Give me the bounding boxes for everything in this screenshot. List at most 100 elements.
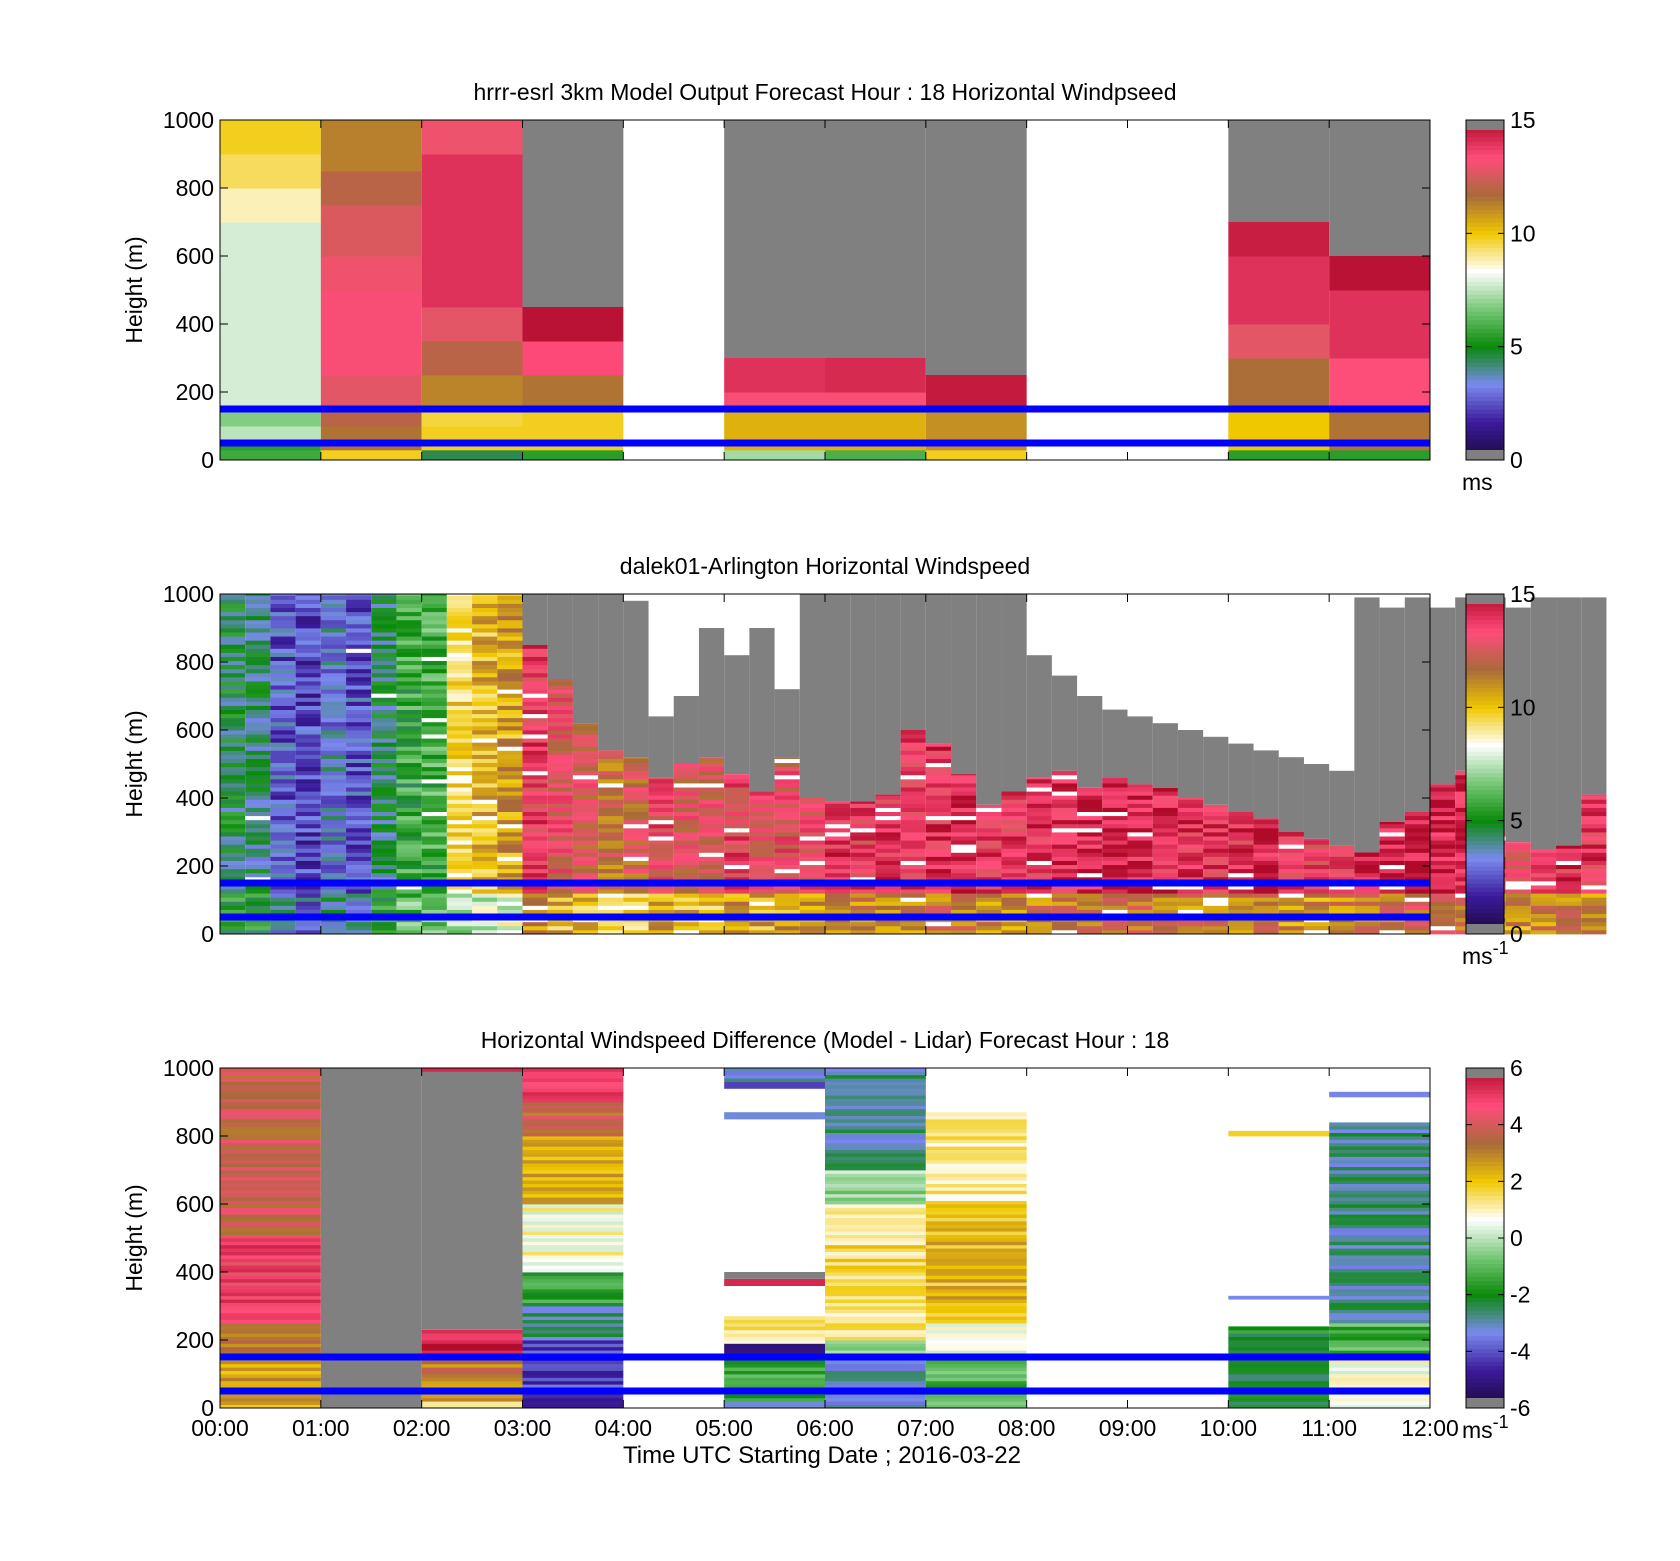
heatmap-cell — [346, 628, 372, 633]
heatmap-cell — [421, 929, 447, 935]
heatmap-cell — [522, 1132, 624, 1137]
no-data-cell — [724, 120, 825, 358]
heatmap-cell — [270, 611, 296, 617]
heatmap-cell — [421, 1346, 523, 1351]
heatmap-cell — [371, 856, 397, 861]
heatmap-cell — [371, 929, 397, 935]
colorbar-swatch — [1466, 908, 1504, 914]
heatmap-cell — [346, 730, 372, 735]
heatmap-cell — [799, 860, 825, 866]
heatmap-cell — [371, 893, 397, 898]
heatmap-cell — [1051, 897, 1078, 902]
heatmap-cell — [371, 713, 397, 719]
heatmap-cell — [522, 1193, 624, 1198]
colorbar-swatch — [1466, 704, 1504, 710]
heatmap-cell — [925, 1285, 1027, 1290]
heatmap-cell — [724, 897, 750, 902]
heatmap-cell — [320, 709, 347, 715]
heatmap-cell — [220, 1306, 321, 1310]
heatmap-cell — [1228, 856, 1254, 861]
colorbar-swatch — [1466, 1178, 1504, 1184]
heatmap-cell — [522, 1360, 624, 1365]
heatmap-cell — [522, 1377, 624, 1382]
heatmap-cell — [572, 844, 599, 849]
heatmap-cell — [346, 758, 372, 764]
heatmap-cell — [472, 672, 498, 678]
heatmap-cell — [1001, 803, 1027, 808]
heatmap-cell — [925, 1231, 1027, 1235]
heatmap-cell — [900, 921, 926, 927]
colorbar-swatch — [1466, 683, 1504, 688]
heatmap-cell — [825, 856, 851, 861]
heatmap-cell — [220, 644, 246, 649]
colorbar-swatch — [1466, 823, 1504, 829]
heatmap-cell — [698, 819, 725, 825]
heatmap-cell — [1329, 1261, 1430, 1266]
heatmap-cell — [220, 738, 246, 743]
heatmap-cell — [522, 778, 548, 784]
heatmap-cell — [220, 426, 321, 441]
heatmap-cell — [421, 750, 447, 755]
colorbar-swatch — [1466, 691, 1504, 697]
heatmap-cell — [724, 1343, 825, 1348]
heatmap-cell — [472, 827, 498, 833]
heatmap-cell — [875, 929, 901, 935]
heatmap-cell — [774, 803, 800, 808]
heatmap-cell — [295, 819, 321, 825]
heatmap-cell — [825, 1071, 926, 1076]
heatmap-cell — [497, 607, 523, 613]
colorbar-swatch — [1466, 1157, 1504, 1162]
heatmap-cell — [774, 876, 800, 882]
heatmap-cell — [875, 885, 901, 890]
heatmap-cell — [1177, 799, 1204, 804]
heatmap-cell — [925, 925, 952, 931]
heatmap-cell — [270, 848, 296, 853]
heatmap-cell — [371, 594, 397, 596]
colorbar-swatch — [1466, 1255, 1504, 1260]
heatmap-cell — [1001, 901, 1027, 906]
heatmap-cell — [522, 1187, 624, 1191]
y-axis-label: Height (m) — [121, 710, 147, 817]
heatmap-cell — [1379, 821, 1405, 825]
heatmap-cell — [1152, 885, 1178, 890]
colorbar-swatch — [1466, 649, 1504, 654]
heatmap-cell — [1152, 868, 1178, 874]
heatmap-cell — [1026, 815, 1052, 821]
heatmap-cell — [346, 689, 372, 694]
heatmap-cell — [698, 921, 725, 927]
heatmap-cell — [320, 815, 347, 821]
heatmap-cell — [572, 723, 599, 727]
heatmap-cell — [396, 611, 422, 617]
heatmap-cell — [698, 811, 725, 817]
heatmap-cell — [320, 889, 347, 894]
colorbar-swatch — [1466, 307, 1504, 312]
heatmap-cell — [1303, 925, 1330, 931]
heatmap-cell — [245, 758, 271, 764]
heatmap-cell — [1329, 1163, 1430, 1167]
heatmap-cell — [1379, 832, 1405, 837]
heatmap-cell — [598, 909, 624, 914]
heatmap-cell — [320, 860, 347, 866]
heatmap-cell — [1177, 876, 1204, 882]
no-data-cell — [522, 120, 624, 307]
heatmap-cell — [1228, 1363, 1330, 1368]
heatmap-cell — [220, 852, 246, 857]
heatmap-cell — [1177, 848, 1204, 853]
heatmap-cell — [1127, 929, 1153, 935]
heatmap-cell — [295, 623, 321, 629]
heatmap-cell — [320, 656, 347, 662]
heatmap-cell — [1152, 897, 1178, 902]
heatmap-cell — [320, 893, 347, 898]
heatmap-cell — [825, 1125, 926, 1130]
colorbar-swatch — [1466, 285, 1504, 291]
heatmap-cell — [1228, 222, 1330, 257]
heatmap-cell — [925, 1377, 1027, 1382]
heatmap-cell — [875, 807, 901, 812]
heatmap-cell — [245, 742, 271, 747]
y-tick-label: 200 — [176, 853, 214, 879]
heatmap-cell — [1354, 929, 1380, 935]
heatmap-cell — [1404, 815, 1430, 821]
heatmap-cell — [1505, 864, 1531, 870]
heatmap-cell — [825, 1136, 926, 1140]
